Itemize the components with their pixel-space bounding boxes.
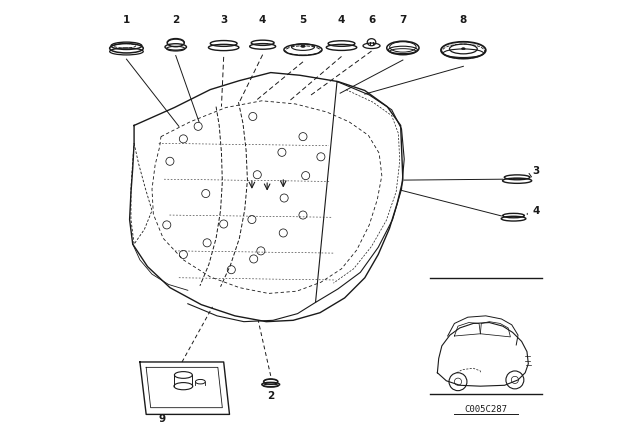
Ellipse shape bbox=[461, 48, 465, 50]
Text: 4: 4 bbox=[532, 206, 540, 215]
Text: 5: 5 bbox=[300, 15, 307, 25]
Text: 1: 1 bbox=[123, 15, 130, 25]
Text: 3: 3 bbox=[220, 15, 227, 25]
Text: 8: 8 bbox=[460, 15, 467, 25]
Text: 4: 4 bbox=[338, 15, 345, 25]
Text: 7: 7 bbox=[399, 15, 406, 25]
Text: 9: 9 bbox=[159, 414, 166, 424]
Text: C005C287: C005C287 bbox=[464, 405, 508, 414]
Text: 4: 4 bbox=[259, 15, 266, 25]
Ellipse shape bbox=[301, 45, 305, 47]
Text: 2: 2 bbox=[267, 392, 275, 401]
Text: 6: 6 bbox=[368, 15, 375, 25]
Text: 2: 2 bbox=[172, 15, 179, 25]
Text: 3: 3 bbox=[532, 166, 540, 176]
